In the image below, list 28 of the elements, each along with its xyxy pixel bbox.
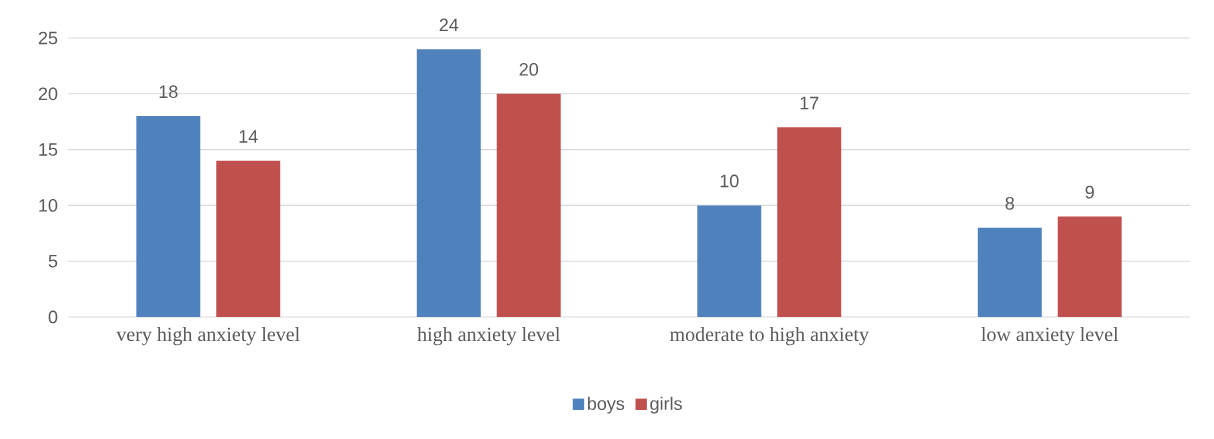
data-label: 10 (720, 174, 739, 188)
legend-label: girls (650, 396, 682, 414)
data-label: 9 (1085, 185, 1094, 199)
x-tick-label: moderate to high anxiety (669, 327, 869, 346)
y-tick-label: 15 (39, 143, 58, 156)
bar (216, 160, 281, 317)
y-tick-label: 5 (48, 254, 58, 268)
bar (496, 93, 561, 317)
x-tick-label: high anxiety level (417, 327, 561, 346)
bar (1057, 216, 1122, 317)
data-label: 18 (159, 85, 178, 99)
x-tick-label: low anxiety level (981, 327, 1119, 346)
bar (977, 227, 1042, 317)
y-tick-label: 20 (38, 87, 58, 101)
data-label: 8 (1005, 196, 1014, 210)
data-label: 24 (439, 18, 459, 32)
bar (136, 116, 201, 317)
x-tick-label: very high anxiety level (116, 327, 300, 346)
y-tick-label: 10 (39, 199, 58, 212)
legend-label: boys (587, 396, 625, 414)
data-label: 17 (800, 96, 819, 110)
data-label: 20 (519, 63, 539, 76)
y-tick-label: 0 (48, 310, 58, 324)
bar (697, 205, 762, 317)
y-tick-label: 25 (38, 31, 58, 45)
data-label: 14 (239, 130, 258, 143)
bar (416, 49, 481, 317)
bar (777, 127, 842, 317)
